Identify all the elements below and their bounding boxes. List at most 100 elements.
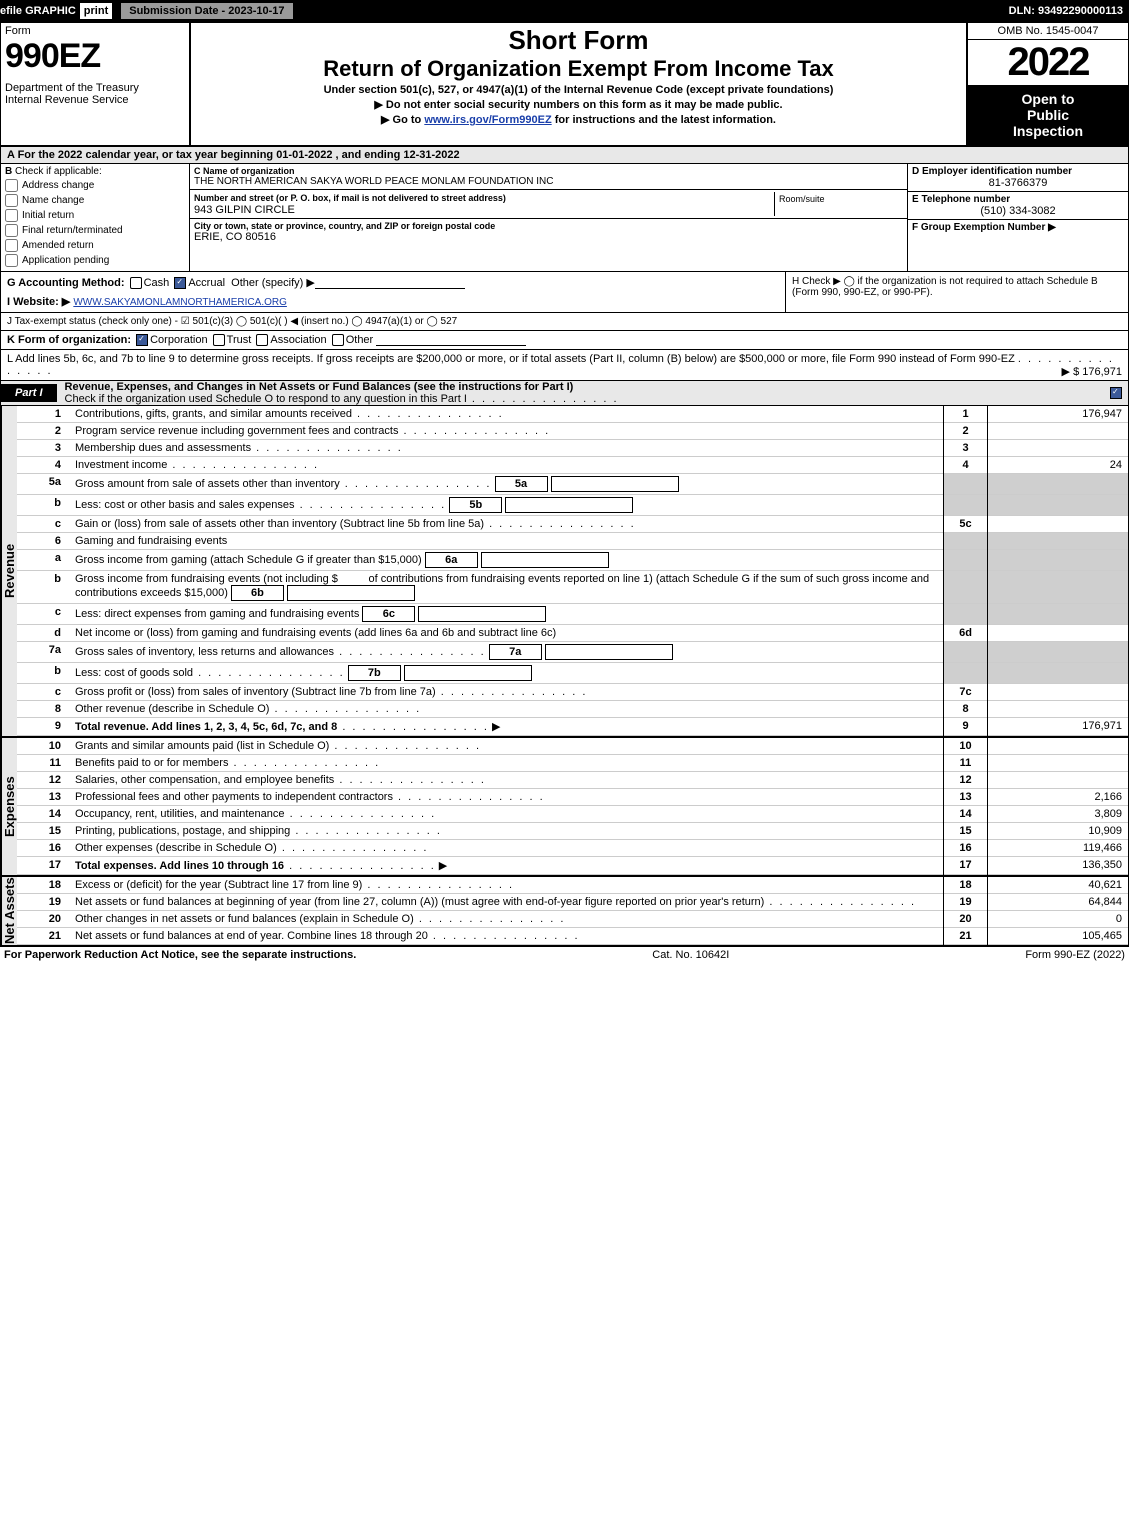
expenses-table: 10Grants and similar amounts paid (list … [17,738,1128,875]
trust-label: Trust [227,334,252,346]
cash-checkbox[interactable] [130,277,142,289]
netassets-table: 18Excess or (deficit) for the year (Subt… [17,877,1128,945]
label-name-change: Name change [22,195,84,206]
room-suite-label: Room/suite [774,192,903,216]
l14-desc: Occupancy, rent, utilities, and maintena… [75,808,285,820]
label-amended-return: Amended return [22,240,94,251]
label-application-pending: Application pending [22,255,109,266]
l4-rn: 4 [944,457,988,474]
i-label: I Website: ▶ [7,296,70,308]
other-org-blank [376,334,526,346]
l8-desc: Other revenue (describe in Schedule O) [75,703,269,715]
schedule-o-checkbox[interactable] [1110,387,1122,399]
trust-checkbox[interactable] [213,334,225,346]
l21-val: 105,465 [988,928,1129,945]
l6c-sub: 6c [362,606,415,622]
l-amount: ▶ $ 176,971 [1062,365,1122,378]
l17-desc: Total expenses. Add lines 10 through 16 [75,860,284,872]
checkbox-name-change[interactable] [5,194,18,207]
part-1-dots [467,393,619,405]
l6d-val [988,625,1129,642]
accrual-checkbox[interactable] [174,277,186,289]
l6d-num: d [17,625,71,642]
part-1-title: Revenue, Expenses, and Changes in Net As… [65,381,574,393]
l5b-sub: 5b [449,497,502,513]
form-number: 990EZ [5,37,185,76]
l18-num: 18 [17,877,71,894]
l5c-val [988,516,1129,533]
l2-desc: Program service revenue including govern… [75,425,398,437]
part-1-header: Part I Revenue, Expenses, and Changes in… [1,381,1128,406]
l17-val: 136,350 [988,857,1129,875]
cash-label: Cash [144,277,170,289]
goto-tail: for instructions and the latest informat… [552,114,776,126]
b-letter: B [5,166,12,177]
l5a-sub: 5a [495,476,548,492]
checkbox-application-pending[interactable] [5,254,18,267]
part-1-tab: Part I [1,384,57,402]
l6c-desc: Less: direct expenses from gaming and fu… [75,608,359,620]
l15-val: 10,909 [988,823,1129,840]
footer: For Paperwork Reduction Act Notice, see … [0,947,1129,963]
l16-desc: Other expenses (describe in Schedule O) [75,842,277,854]
l6d-desc: Net income or (loss) from gaming and fun… [75,627,556,639]
revenue-block: Revenue 1Contributions, gifts, grants, a… [1,406,1128,738]
open-line1: Open to [970,91,1126,107]
ssn-warning: ▶ Do not enter social security numbers o… [199,98,958,111]
l7a-desc: Gross sales of inventory, less returns a… [75,646,334,658]
l13-num: 13 [17,789,71,806]
l6a-sub: 6a [425,552,478,568]
l7c-desc: Gross profit or (loss) from sales of inv… [75,686,436,698]
cat-no: Cat. No. 10642I [652,949,729,961]
l12-rn: 12 [944,772,988,789]
checkbox-address-change[interactable] [5,179,18,192]
other-org-checkbox[interactable] [332,334,344,346]
l19-val: 64,844 [988,894,1129,911]
checkbox-final-return[interactable] [5,224,18,237]
l19-desc: Net assets or fund balances at beginning… [75,896,764,908]
l10-desc: Grants and similar amounts paid (list in… [75,740,329,752]
header-right: OMB No. 1545-0047 2022 Open to Public In… [966,23,1128,145]
l6b-sub: 6b [231,585,284,601]
tax-year: 2022 [968,40,1128,85]
phone-value: (510) 334-3082 [912,205,1124,217]
h-text: H Check ▶ ◯ if the organization is not r… [785,272,1128,312]
form-word: Form [5,25,185,37]
checkbox-amended-return[interactable] [5,239,18,252]
l6-num: 6 [17,533,71,550]
form-footer: Form 990-EZ (2022) [1025,949,1125,961]
k-label: K Form of organization: [7,334,131,346]
website-row: I Website: ▶ WWW.SAKYAMONLAMNORTHAMERICA… [7,295,779,308]
l4-desc: Investment income [75,459,167,471]
l7c-num: c [17,684,71,701]
goto-prefix: ▶ Go to [381,114,424,126]
print-button[interactable]: print [80,3,112,19]
l11-val [988,755,1129,772]
irs-link[interactable]: www.irs.gov/Form990EZ [424,114,551,126]
l11-rn: 11 [944,755,988,772]
l21-num: 21 [17,928,71,945]
city-label: City or town, state or province, country… [194,221,903,231]
l20-val: 0 [988,911,1129,928]
checkbox-initial-return[interactable] [5,209,18,222]
l13-rn: 13 [944,789,988,806]
open-line2: Public [970,107,1126,123]
l12-num: 12 [17,772,71,789]
g-label: G Accounting Method: [7,277,125,289]
expenses-vert-label: Expenses [1,738,17,875]
l11-num: 11 [17,755,71,772]
l3-val [988,440,1129,457]
l18-rn: 18 [944,877,988,894]
website-link[interactable]: WWW.SAKYAMONLAMNORTHAMERICA.ORG [73,297,287,308]
topbar: efile GRAPHIC print Submission Date - 20… [0,0,1129,22]
l7b-sub: 7b [348,665,401,681]
l3-desc: Membership dues and assessments [75,442,251,454]
l7b-desc: Less: cost of goods sold [75,667,193,679]
omb-number: OMB No. 1545-0047 [968,23,1128,40]
corp-checkbox[interactable] [136,334,148,346]
l16-val: 119,466 [988,840,1129,857]
assoc-checkbox[interactable] [256,334,268,346]
assoc-label: Association [270,334,326,346]
l8-rn: 8 [944,701,988,718]
corp-label: Corporation [150,334,207,346]
